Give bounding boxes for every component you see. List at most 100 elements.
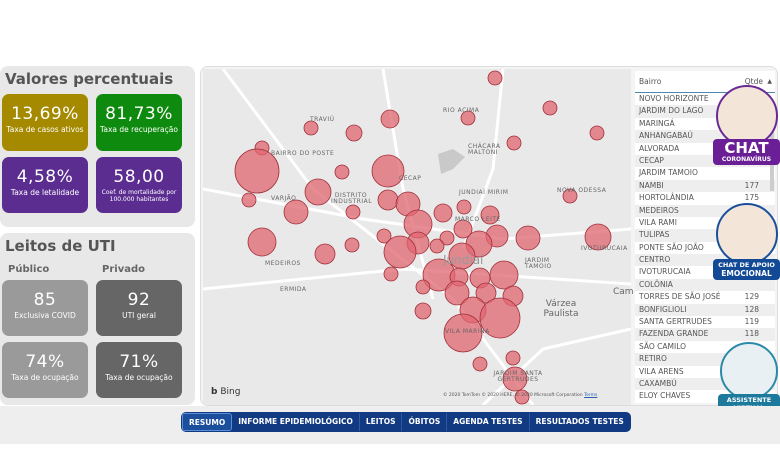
col-bairro[interactable]: Bairro xyxy=(639,77,662,86)
case-bubble[interactable] xyxy=(415,279,431,295)
map-svg xyxy=(202,68,632,405)
col-qtde[interactable]: Qtde xyxy=(744,77,763,86)
case-bubble[interactable] xyxy=(376,228,392,244)
case-bubble[interactable] xyxy=(234,148,280,194)
bairro-cell: NAMBI xyxy=(639,180,664,190)
case-bubble[interactable] xyxy=(429,238,445,254)
table-row[interactable]: MARINGÁ xyxy=(635,118,775,130)
bairro-cell: VILA ARENS xyxy=(639,366,684,376)
case-bubble[interactable] xyxy=(344,237,360,253)
case-bubble[interactable] xyxy=(414,302,432,320)
case-bubble[interactable] xyxy=(475,282,497,304)
case-bubble[interactable] xyxy=(304,178,332,206)
table-row[interactable]: SANTA GERTRUDES 119 xyxy=(635,316,775,328)
case-bubble[interactable] xyxy=(443,313,483,353)
case-bubble[interactable] xyxy=(371,154,405,188)
nav-tabs: RESUMO INFORME EPIDEMIOLÓGICO LEITOS ÓBI… xyxy=(181,412,631,432)
case-bubble[interactable] xyxy=(515,225,541,251)
case-bubble[interactable] xyxy=(345,124,363,142)
case-bubble[interactable] xyxy=(479,297,521,339)
map-label: JARDIM TAMOIO xyxy=(525,257,552,270)
bairro-cell: IVOTURUCAIA xyxy=(639,267,691,277)
bubble-map[interactable]: TRAVIÚ RIO ACIMA CHÁCARA MALTONI BAIRRO … xyxy=(202,68,634,405)
terms-link[interactable]: Terms xyxy=(584,393,598,398)
apoio-tag: CHAT DE APOIO EMOCIONAL xyxy=(713,259,780,280)
case-bubble[interactable] xyxy=(444,280,470,306)
case-bubble[interactable] xyxy=(433,203,453,223)
case-bubble[interactable] xyxy=(456,199,472,215)
table-row[interactable]: NAMBI 177 xyxy=(635,179,775,193)
table-row[interactable]: IVOTURUCAIA xyxy=(635,266,775,278)
case-bubble[interactable] xyxy=(589,125,605,141)
bairro-cell: CECAP xyxy=(639,155,664,165)
map-copyright: © 2020 TomTom © 2020 HERE, © 2020 Micros… xyxy=(443,393,597,398)
table-row[interactable]: ELOY CHAVES xyxy=(635,390,775,402)
table-row[interactable]: VILA RAMI xyxy=(635,217,775,229)
sort-icon[interactable]: ▲ xyxy=(767,78,772,85)
table-row[interactable]: FAZENDA GRANDE 118 xyxy=(635,328,775,341)
case-bubble[interactable] xyxy=(460,110,476,126)
table-header: Bairro Qtde ▲ xyxy=(635,71,775,93)
chat-apoio-button[interactable]: CHAT DE APOIO EMOCIONAL xyxy=(713,203,780,280)
case-bubble[interactable] xyxy=(480,205,500,225)
case-bubble[interactable] xyxy=(542,100,558,116)
case-bubble[interactable] xyxy=(584,223,612,251)
label: Taxa de casos ativos xyxy=(6,125,84,134)
apoio-sub: EMOCIONAL xyxy=(721,269,772,278)
bairro-cell: PONTE SÃO JOÃO xyxy=(639,242,704,252)
case-bubble[interactable] xyxy=(345,204,361,220)
table-row[interactable]: NOVO HORIZONTE xyxy=(635,93,775,105)
table-row[interactable]: VILA ARENS xyxy=(635,366,775,378)
tab-informe[interactable]: INFORME EPIDEMIOLÓGICO xyxy=(232,413,360,431)
table-row[interactable]: ALVORADA xyxy=(635,143,775,155)
case-bubble[interactable] xyxy=(383,235,417,269)
bairro-cell: NOVO HORIZONTE xyxy=(639,94,709,103)
bairro-cell: HORTOLÂNDIA xyxy=(639,193,694,203)
tab-resultados-testes[interactable]: RESULTADOS TESTES xyxy=(535,417,624,426)
case-bubble[interactable] xyxy=(453,219,473,239)
chat-coronavirus-button[interactable]: CHAT CORONAVÍRUS xyxy=(713,85,780,165)
table-row[interactable]: JARDIM TAMOIO xyxy=(635,167,775,179)
case-bubble[interactable] xyxy=(283,199,309,225)
case-bubble[interactable] xyxy=(334,164,350,180)
bairro-cell: TULIPAS xyxy=(639,230,670,240)
case-bubble[interactable] xyxy=(506,135,522,151)
tab-leitos[interactable]: LEITOS xyxy=(360,413,403,431)
map-label: Várzea Paulista xyxy=(543,299,579,319)
case-bubble[interactable] xyxy=(439,230,455,246)
case-bubble[interactable] xyxy=(377,189,399,211)
roads xyxy=(202,68,632,405)
table-row[interactable]: HORTOLÂNDIA 175 xyxy=(635,192,775,204)
case-bubble[interactable] xyxy=(314,243,336,265)
bairro-cell: JARDIM TAMOIO xyxy=(639,168,698,178)
tab-resumo[interactable]: RESUMO xyxy=(182,413,233,431)
table-row[interactable]: BONFIGLIOLI 128 xyxy=(635,303,775,317)
table-row[interactable]: SÃO CAMILO xyxy=(635,341,775,353)
robot-icon xyxy=(720,342,778,400)
table-row[interactable]: COLÔNIA xyxy=(635,278,775,292)
map-label: DISTRITO INDUSTRIAL xyxy=(331,192,373,205)
case-bubble[interactable] xyxy=(247,227,277,257)
case-bubble[interactable] xyxy=(380,109,400,129)
map-label: RIO ACIMA xyxy=(443,107,480,114)
value: 4,58% xyxy=(16,167,74,187)
case-bubble[interactable] xyxy=(487,70,503,86)
case-bubble[interactable] xyxy=(472,356,488,372)
case-bubble[interactable] xyxy=(514,389,530,405)
map-label: JARDIM SANTA GERTRUDES xyxy=(493,370,543,383)
case-bubble[interactable] xyxy=(502,366,528,392)
case-bubble[interactable] xyxy=(562,188,578,204)
table-row[interactable]: TORRES DE SÃO JOSÉ 129 xyxy=(635,291,775,303)
label: Taxa de ocupação xyxy=(11,373,79,382)
case-bubble[interactable] xyxy=(505,350,521,366)
table-row[interactable]: PONTE SÃO JOÃO xyxy=(635,242,775,254)
case-bubble[interactable] xyxy=(241,192,257,208)
map-label: Cam xyxy=(613,287,634,297)
tab-agenda-testes[interactable]: AGENDA TESTES xyxy=(447,413,530,431)
tab-obitos[interactable]: ÓBITOS xyxy=(402,413,448,431)
case-bubble[interactable] xyxy=(383,266,399,282)
case-bubble[interactable] xyxy=(303,120,319,136)
bairro-cell: JARDIM DO LAGO xyxy=(639,106,704,116)
case-bubble[interactable] xyxy=(489,260,519,290)
qtde-cell: 129 xyxy=(744,292,759,302)
